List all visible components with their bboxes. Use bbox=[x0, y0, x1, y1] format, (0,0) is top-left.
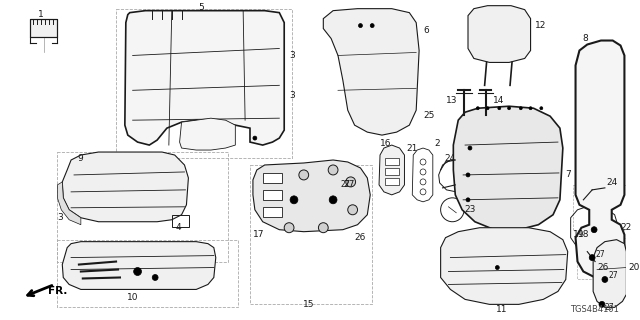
Text: 13: 13 bbox=[445, 96, 457, 105]
Circle shape bbox=[476, 107, 479, 110]
Bar bbox=[30, 19, 58, 36]
Bar bbox=[262, 207, 282, 217]
Polygon shape bbox=[453, 106, 563, 230]
Text: 23: 23 bbox=[464, 205, 476, 214]
Bar bbox=[172, 215, 189, 227]
Bar bbox=[262, 190, 282, 200]
Bar bbox=[573, 185, 627, 230]
Text: 25: 25 bbox=[423, 111, 435, 120]
Polygon shape bbox=[62, 152, 188, 222]
Bar bbox=[30, 19, 58, 36]
Text: 27: 27 bbox=[595, 250, 605, 259]
Text: 20: 20 bbox=[628, 263, 640, 272]
Text: 17: 17 bbox=[253, 230, 264, 239]
Text: 27: 27 bbox=[605, 303, 614, 312]
Polygon shape bbox=[593, 240, 627, 307]
Text: 24: 24 bbox=[445, 154, 456, 163]
Text: 15: 15 bbox=[303, 300, 314, 309]
Text: 2: 2 bbox=[435, 139, 440, 148]
Circle shape bbox=[591, 227, 597, 233]
Text: 7: 7 bbox=[564, 171, 570, 180]
Polygon shape bbox=[62, 242, 216, 289]
Text: 9: 9 bbox=[77, 154, 83, 163]
Text: 16: 16 bbox=[380, 139, 392, 148]
Bar bbox=[250, 165, 372, 304]
Bar bbox=[385, 168, 399, 175]
Circle shape bbox=[468, 146, 472, 150]
Text: 1: 1 bbox=[38, 10, 44, 19]
Circle shape bbox=[290, 196, 298, 204]
Circle shape bbox=[540, 107, 543, 110]
Text: 11: 11 bbox=[495, 305, 507, 314]
Circle shape bbox=[529, 107, 532, 110]
Circle shape bbox=[371, 24, 374, 28]
Text: 26: 26 bbox=[355, 233, 366, 242]
Circle shape bbox=[152, 275, 158, 280]
Text: 21: 21 bbox=[406, 144, 418, 153]
Bar bbox=[58, 240, 238, 307]
Text: 4: 4 bbox=[176, 223, 181, 232]
Polygon shape bbox=[125, 11, 284, 145]
Circle shape bbox=[498, 107, 500, 110]
Bar bbox=[262, 173, 282, 183]
Bar bbox=[385, 178, 399, 185]
Circle shape bbox=[346, 177, 356, 187]
Circle shape bbox=[519, 107, 522, 110]
Circle shape bbox=[508, 107, 511, 110]
Text: 3: 3 bbox=[289, 91, 295, 100]
Circle shape bbox=[319, 223, 328, 233]
Bar bbox=[385, 158, 399, 165]
Bar bbox=[577, 238, 628, 279]
Text: 3: 3 bbox=[58, 213, 63, 222]
Text: TGS4B4101: TGS4B4101 bbox=[570, 305, 618, 314]
Circle shape bbox=[495, 266, 499, 269]
Circle shape bbox=[134, 268, 141, 276]
Text: 14: 14 bbox=[493, 96, 505, 105]
Text: 26: 26 bbox=[597, 263, 609, 272]
Text: 5: 5 bbox=[198, 3, 204, 12]
Text: 10: 10 bbox=[127, 293, 138, 302]
Polygon shape bbox=[180, 118, 236, 150]
Circle shape bbox=[602, 276, 608, 283]
Text: 24: 24 bbox=[607, 179, 618, 188]
Text: 27: 27 bbox=[609, 271, 618, 280]
Circle shape bbox=[589, 255, 595, 260]
Bar bbox=[116, 9, 292, 158]
Circle shape bbox=[284, 223, 294, 233]
Circle shape bbox=[599, 301, 605, 307]
Text: FR.: FR. bbox=[47, 286, 67, 296]
Polygon shape bbox=[575, 41, 625, 277]
Text: 3: 3 bbox=[289, 51, 295, 60]
Text: 6: 6 bbox=[423, 26, 429, 35]
Text: 27: 27 bbox=[343, 180, 355, 189]
Polygon shape bbox=[468, 6, 531, 62]
Circle shape bbox=[486, 107, 489, 110]
Bar bbox=[58, 152, 228, 261]
Polygon shape bbox=[253, 160, 371, 232]
Text: 22: 22 bbox=[621, 223, 632, 232]
Circle shape bbox=[466, 198, 470, 202]
Circle shape bbox=[299, 170, 308, 180]
Polygon shape bbox=[58, 182, 81, 225]
Text: 8: 8 bbox=[582, 34, 588, 43]
Circle shape bbox=[466, 173, 470, 177]
Circle shape bbox=[329, 196, 337, 204]
Text: 18: 18 bbox=[577, 230, 589, 239]
Text: 12: 12 bbox=[534, 21, 546, 30]
Circle shape bbox=[328, 165, 338, 175]
Circle shape bbox=[358, 24, 362, 28]
Text: 27: 27 bbox=[341, 180, 351, 189]
Polygon shape bbox=[440, 228, 568, 304]
Polygon shape bbox=[379, 145, 404, 195]
Circle shape bbox=[253, 136, 257, 140]
Polygon shape bbox=[323, 9, 419, 135]
Text: 19: 19 bbox=[573, 230, 584, 239]
Circle shape bbox=[348, 205, 358, 215]
